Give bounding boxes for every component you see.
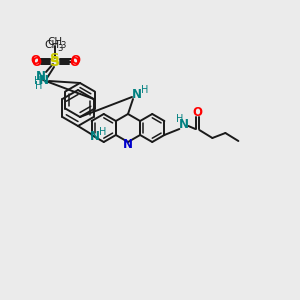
Text: H: H (141, 85, 149, 95)
Text: H: H (176, 114, 183, 124)
Text: N: N (36, 70, 46, 83)
Text: O: O (192, 106, 203, 118)
Text: H: H (34, 76, 42, 86)
Text: N: N (123, 137, 133, 151)
Text: 3: 3 (57, 44, 63, 53)
Text: O: O (30, 55, 40, 68)
Text: S: S (50, 55, 60, 69)
Text: N: N (39, 74, 49, 86)
Text: H: H (99, 127, 107, 137)
Text: O: O (69, 56, 79, 68)
Text: O: O (31, 56, 41, 68)
Text: CH: CH (47, 37, 63, 47)
Text: S: S (50, 52, 60, 65)
Text: N: N (132, 88, 142, 101)
Text: O: O (70, 55, 80, 68)
Text: N: N (90, 130, 100, 143)
Text: N: N (179, 118, 189, 131)
Text: H: H (35, 81, 43, 91)
Text: 3: 3 (60, 40, 66, 50)
Text: CH: CH (44, 40, 60, 50)
